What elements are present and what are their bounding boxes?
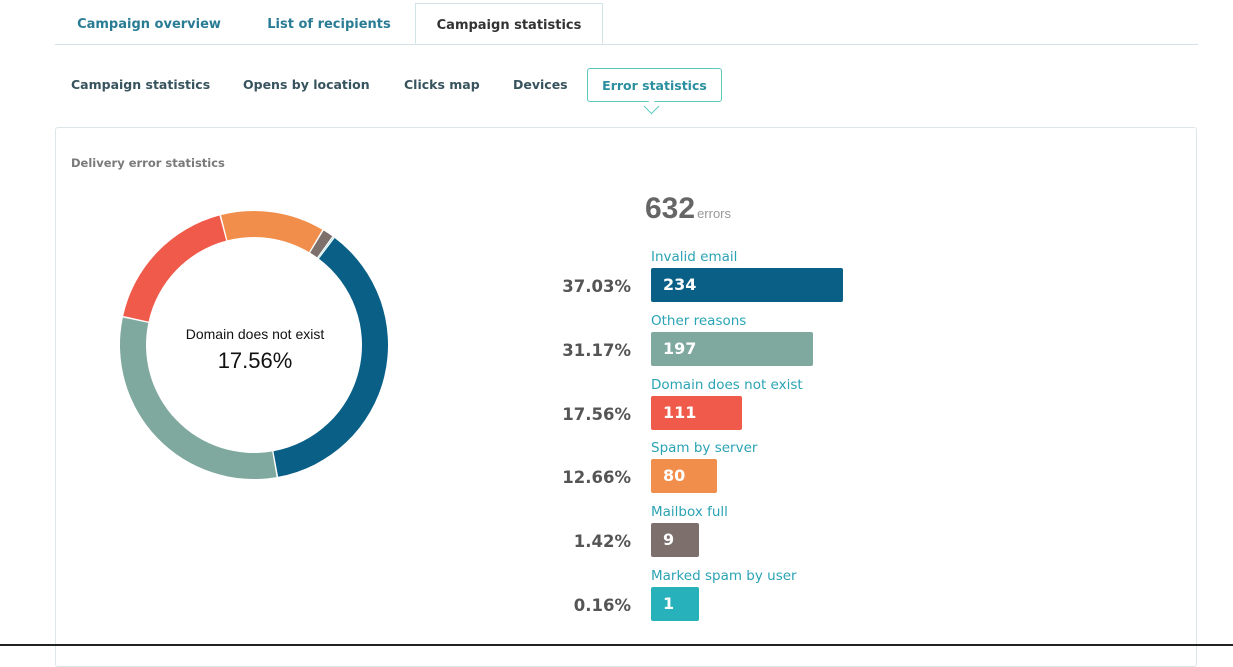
error-category-label: Spam by server — [651, 440, 758, 457]
donut-slice[interactable] — [273, 238, 388, 477]
subtab-devices[interactable]: Devices — [513, 77, 568, 92]
top-tab-bar: Campaign overview List of recipients Cam… — [55, 0, 1198, 45]
error-row: Domain does not exist 17.56% 111 — [0, 377, 1233, 441]
error-category-label: Domain does not exist — [651, 376, 803, 393]
panel-title: Delivery error statistics — [71, 156, 225, 170]
subtab-opens-by-location[interactable]: Opens by location — [243, 77, 370, 92]
error-bar: 80 — [651, 459, 717, 494]
donut-slice[interactable] — [310, 230, 333, 258]
error-row: Mailbox full 1.42% 9 — [0, 504, 1233, 568]
error-percent: 1.42% — [573, 532, 631, 552]
bottom-divider — [0, 644, 1233, 646]
subtab-campaign-statistics[interactable]: Campaign statistics — [71, 77, 211, 92]
error-category-label: Marked spam by user — [651, 568, 797, 584]
error-category-label: Other reasons — [651, 312, 747, 329]
tab-campaign-statistics[interactable]: Campaign statistics — [415, 3, 603, 44]
error-row: Invalid email 37.03% 234 — [0, 249, 1233, 313]
donut-center-percent: 17.56% — [217, 348, 293, 373]
subtab-error-statistics[interactable]: Error statistics — [587, 68, 722, 102]
error-bar: 1 — [651, 587, 699, 621]
tab-campaign-overview[interactable]: Campaign overview — [77, 17, 221, 32]
error-row: Spam by server 12.66% 80 — [0, 440, 1233, 504]
tab-list-of-recipients[interactable]: List of recipients — [267, 17, 391, 32]
error-row: Marked spam by user 0.16% 1 — [0, 568, 1233, 632]
donut-slice[interactable] — [221, 211, 323, 253]
error-bar: 9 — [651, 523, 699, 558]
error-row: Other reasons 31.17% 197 — [0, 313, 1233, 377]
donut-center-label: Domain does not exist — [185, 326, 325, 342]
subtab-clicks-map[interactable]: Clicks map — [404, 77, 480, 92]
error-percent: 12.66% — [562, 468, 631, 488]
error-percent: 37.03% — [562, 277, 631, 296]
donut-slice[interactable] — [119, 317, 277, 479]
error-percent: 31.17% — [562, 340, 631, 360]
error-donut-chart — [119, 211, 388, 479]
error-percent: 0.16% — [573, 596, 631, 615]
donut-slice[interactable] — [317, 237, 334, 259]
error-category-label: Invalid email — [651, 249, 738, 265]
error-bar: 234 — [651, 268, 843, 302]
error-percent: 17.56% — [562, 404, 631, 424]
total-errors-count: 632 — [645, 192, 696, 225]
error-bar: 197 — [651, 331, 813, 366]
total-errors-unit: errors — [697, 206, 732, 221]
donut-slice[interactable] — [123, 215, 227, 322]
error-category-label: Mailbox full — [651, 504, 728, 521]
error-bar: 111 — [651, 395, 743, 430]
total-errors: 632 errors — [645, 192, 731, 226]
